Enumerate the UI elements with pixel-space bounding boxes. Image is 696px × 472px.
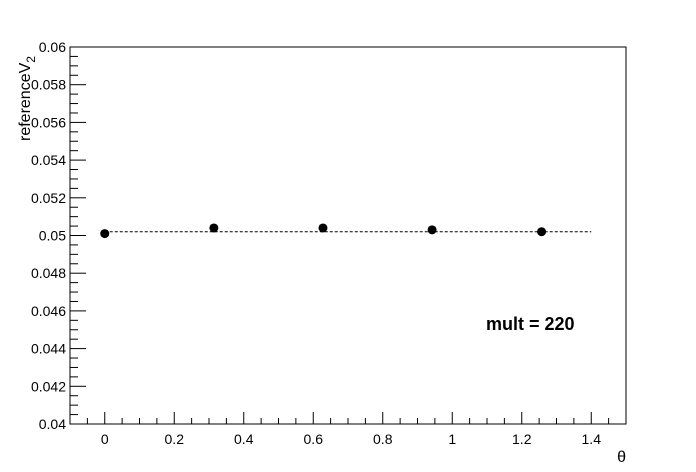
data-point: [209, 223, 219, 233]
data-point: [318, 223, 328, 233]
y-tick-label: 0.058: [31, 77, 66, 93]
x-axis-title: θ: [617, 449, 626, 466]
y-tick-label: 0.054: [31, 152, 66, 168]
y-axis-title-subscript: 2: [24, 56, 38, 63]
y-axis-title: referenceV2: [17, 56, 38, 141]
y-tick-label: 0.044: [31, 341, 66, 357]
x-tick-label: 1: [448, 431, 456, 447]
annotation-mult: mult = 220: [486, 314, 575, 334]
plot-frame: [69, 46, 627, 425]
y-tick-label: 0.042: [31, 378, 66, 394]
y-axis-title-main: referenceV: [17, 62, 34, 141]
y-tick-label: 0.05: [39, 228, 66, 244]
y-tick-label: 0.046: [31, 303, 66, 319]
y-tick-label: 0.052: [31, 190, 66, 206]
svg-text:referenceV2: referenceV2: [17, 56, 38, 141]
y-axis: 0.04 0.042 0.044 0.046 0.048 0.05 0.052 0.054 0.…: [31, 39, 86, 432]
data-point: [427, 225, 437, 235]
x-tick-label: 0.8: [373, 431, 393, 447]
x-tick-label: 0.2: [165, 431, 185, 447]
x-axis: 0 0.2 0.4 0.6 0.8 1 1.2 1.4: [69, 412, 627, 447]
x-tick-label: 0.4: [234, 431, 254, 447]
x-tick-label: 0.6: [304, 431, 324, 447]
y-tick-label: 0.04: [39, 416, 66, 432]
x-tick-label: 0: [101, 431, 109, 447]
data-point: [100, 229, 110, 239]
y-tick-label: 0.056: [31, 114, 66, 130]
data-point: [537, 227, 547, 237]
data-points: [100, 223, 547, 239]
y-tick-label: 0.048: [31, 265, 66, 281]
x-tick-label: 1.4: [582, 431, 602, 447]
y-tick-label: 0.06: [39, 39, 66, 55]
x-tick-label: 1.2: [512, 431, 532, 447]
